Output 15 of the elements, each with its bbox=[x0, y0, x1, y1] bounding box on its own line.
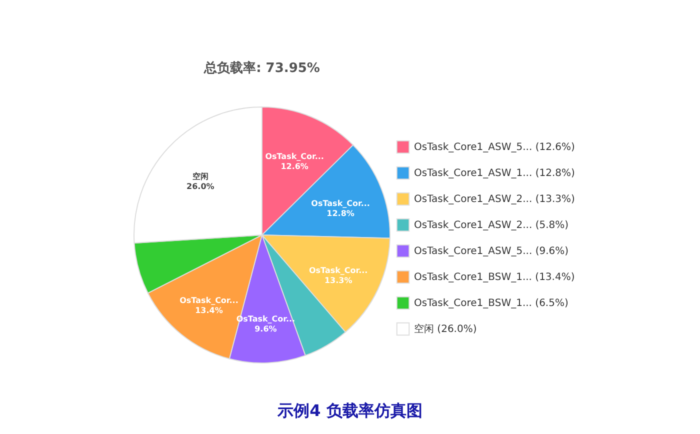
legend-label: 空闲 (26.0%) bbox=[414, 323, 477, 335]
legend-label: OsTask_Core1_ASW_5... (9.6%) bbox=[414, 246, 569, 257]
legend-label: OsTask_Core1_BSW_1... (13.4%) bbox=[414, 272, 575, 283]
chart-title: 总负载率: 73.95% bbox=[203, 60, 320, 76]
legend-label: OsTask_Core1_BSW_1... (6.5%) bbox=[414, 298, 568, 309]
data-label: OsTask_Cor... 13.3% bbox=[308, 266, 368, 286]
data-label: OsTask_Cor... 12.8% bbox=[311, 198, 370, 218]
legend-label: OsTask_Core1_ASW_2... (5.8%) bbox=[414, 220, 569, 231]
legend-label: OsTask_Core1_ASW_5... (12.6%) bbox=[414, 142, 575, 153]
data-label: OsTask_Cor... 13.4% bbox=[180, 296, 238, 315]
legend-label: OsTask_Core1_ASW_2... (13.3%) bbox=[414, 194, 575, 205]
data-label: 空闲 26.0% bbox=[186, 171, 214, 192]
legend-label: OsTask_Core1_ASW_1... (12.8%) bbox=[414, 168, 575, 179]
text: 示例4 负载率仿真图 bbox=[276, 401, 422, 420]
data-label: OsTask_Cor... 12.6% bbox=[265, 152, 324, 172]
